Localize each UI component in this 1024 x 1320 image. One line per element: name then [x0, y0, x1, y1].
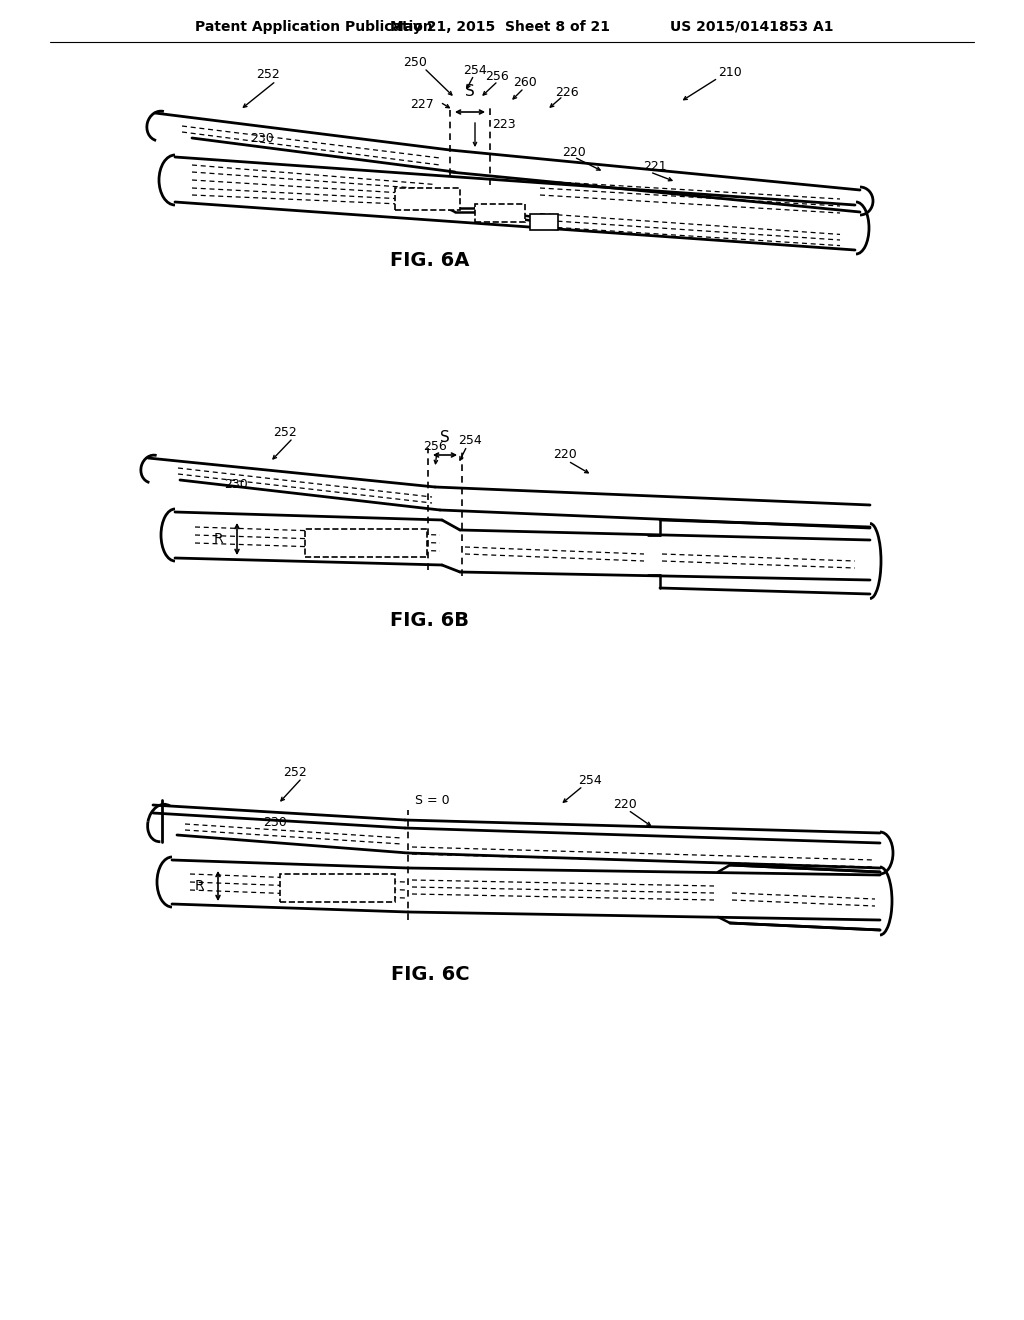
Text: 252: 252	[283, 766, 307, 779]
Text: 220: 220	[562, 145, 586, 158]
Bar	[280, 874, 395, 902]
Text: 226: 226	[555, 86, 579, 99]
Text: 260: 260	[513, 77, 537, 90]
Text: S: S	[440, 430, 450, 446]
Text: FIG. 6C: FIG. 6C	[391, 965, 469, 985]
Text: R: R	[195, 879, 204, 894]
Text: 230: 230	[250, 132, 273, 144]
Text: 230: 230	[263, 817, 287, 829]
Bar	[305, 529, 427, 557]
Text: 254: 254	[463, 63, 486, 77]
Text: 220: 220	[553, 449, 577, 462]
Text: US 2015/0141853 A1: US 2015/0141853 A1	[670, 20, 834, 34]
Text: FIG. 6A: FIG. 6A	[390, 251, 470, 269]
Text: 230: 230	[224, 479, 248, 491]
Text: May 21, 2015  Sheet 8 of 21: May 21, 2015 Sheet 8 of 21	[390, 20, 610, 34]
Text: 252: 252	[256, 69, 280, 82]
Text: S: S	[465, 84, 475, 99]
Text: S = 0: S = 0	[415, 793, 450, 807]
Text: 210: 210	[718, 66, 741, 78]
Bar	[530, 214, 558, 230]
Text: 223: 223	[492, 119, 516, 132]
Text: 256: 256	[485, 70, 509, 82]
Bar	[475, 205, 525, 222]
Text: 252: 252	[273, 425, 297, 438]
Text: R: R	[213, 532, 223, 546]
Text: 254: 254	[579, 774, 602, 787]
Text: Patent Application Publication: Patent Application Publication	[195, 20, 433, 34]
Text: 221: 221	[643, 161, 667, 173]
Text: 254: 254	[458, 433, 482, 446]
Bar	[395, 187, 460, 210]
Text: 220: 220	[613, 799, 637, 812]
Text: 250: 250	[403, 55, 427, 69]
Text: 256: 256	[423, 440, 446, 453]
Text: 227: 227	[411, 99, 434, 111]
Text: FIG. 6B: FIG. 6B	[390, 610, 469, 630]
